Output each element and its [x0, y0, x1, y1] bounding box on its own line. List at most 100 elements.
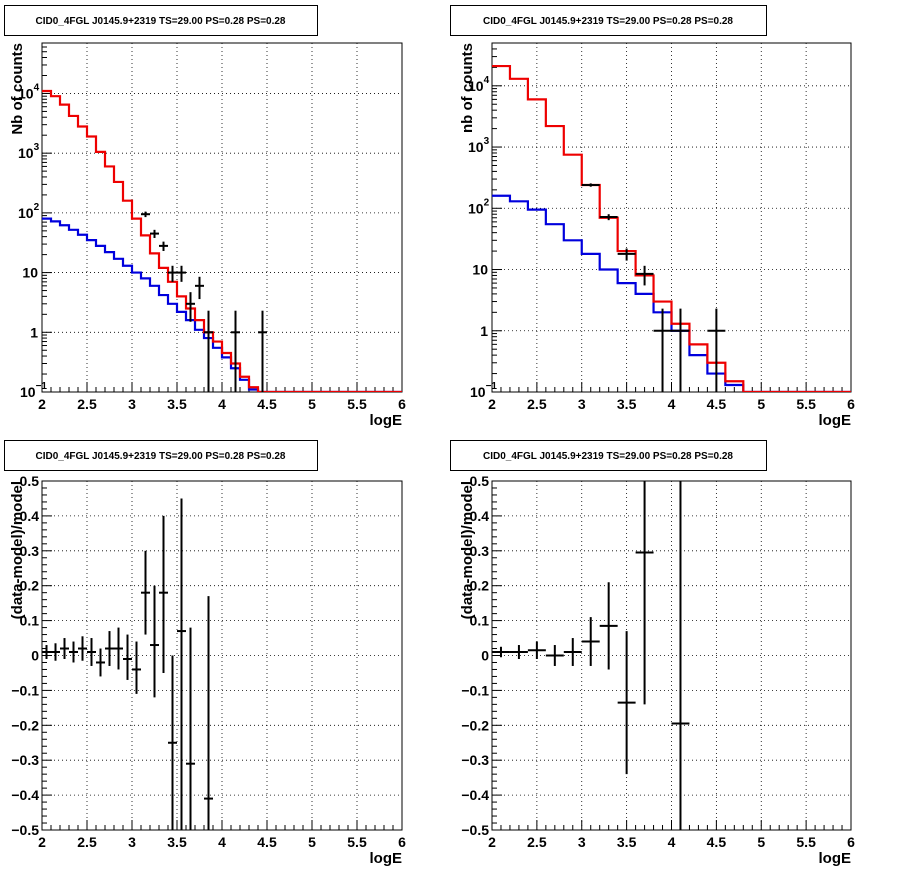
- residual-point: [96, 648, 105, 677]
- residual-point: [42, 645, 51, 659]
- x-axis-label: logE: [819, 412, 852, 429]
- residual-point: [51, 643, 60, 661]
- residual-point: [87, 638, 96, 666]
- y-tick-label: −0.5: [461, 822, 489, 838]
- y-tick-label: 0.5: [20, 473, 40, 489]
- y-tick-label: −0.3: [11, 752, 39, 768]
- chart-panel-3: CID0_4FGL J0145.9+2319 TS=29.00 PS=0.28 …: [4, 440, 406, 867]
- y-axis-label: nb of counts: [459, 43, 476, 133]
- residual-point: [105, 631, 114, 666]
- y-tick-label: 102: [468, 197, 490, 216]
- histogram-series: [492, 194, 851, 392]
- x-tick-label: 5.5: [796, 396, 816, 412]
- plot-marks: [492, 64, 851, 392]
- data-point: [168, 265, 177, 282]
- x-tick-label: 6: [398, 834, 406, 850]
- data-point: [186, 292, 195, 322]
- y-axis-label: (data-model)/model: [459, 481, 476, 619]
- chart-title-box: CID0_4FGL J0145.9+2319 TS=29.00 PS=0.28 …: [450, 440, 767, 471]
- y-tick-label: 0.2: [470, 578, 490, 594]
- residual-point: [150, 585, 159, 698]
- data-point: [635, 265, 654, 286]
- data-point: [599, 214, 618, 221]
- data-point: [231, 310, 240, 392]
- x-tick-label: 4: [218, 396, 226, 412]
- x-tick-label: 2: [488, 834, 496, 850]
- x-tick-label: 2.5: [527, 396, 547, 412]
- x-axis-label: logE: [370, 850, 403, 867]
- plot-marks: [42, 89, 402, 392]
- residual-point: [545, 645, 564, 666]
- x-tick-label: 5.5: [796, 834, 816, 850]
- chart-title: CID0_4FGL J0145.9+2319 TS=29.00 PS=0.28 …: [36, 16, 286, 27]
- y-tick-label: −0.2: [461, 717, 489, 733]
- residual-point: [527, 641, 546, 659]
- x-tick-label: 4.5: [257, 396, 277, 412]
- y-tick-label: −0.3: [461, 752, 489, 768]
- chart-title: CID0_4FGL J0145.9+2319 TS=29.00 PS=0.28 …: [483, 451, 733, 462]
- x-tick-label: 3: [578, 834, 586, 850]
- x-tick-label: 4: [668, 834, 676, 850]
- chart-title-box: CID0_4FGL J0145.9+2319 TS=29.00 PS=0.28 …: [450, 5, 767, 36]
- x-tick-label: 2.5: [77, 834, 97, 850]
- x-tick-label: 4: [218, 834, 226, 850]
- data-point: [150, 229, 159, 238]
- x-tick-label: 5: [308, 834, 316, 850]
- y-tick-label: 0.4: [470, 508, 490, 524]
- x-tick-label: 3.5: [617, 396, 637, 412]
- y-tick-label: −0.4: [461, 787, 489, 803]
- residual-point: [581, 617, 600, 666]
- chart-panel-4: CID0_4FGL J0145.9+2319 TS=29.00 PS=0.28 …: [450, 440, 855, 867]
- y-tick-label: 10: [22, 265, 38, 281]
- chart-panel-1: CID0_4FGL J0145.9+2319 TS=29.00 PS=0.28 …: [4, 5, 406, 429]
- x-tick-label: 4: [668, 396, 676, 412]
- x-tick-label: 4.5: [707, 834, 727, 850]
- chart-title: CID0_4FGL J0145.9+2319 TS=29.00 PS=0.28 …: [36, 451, 286, 462]
- x-tick-label: 6: [398, 396, 406, 412]
- residual-point: [114, 627, 123, 670]
- residual-point: [671, 481, 690, 830]
- data-point: [653, 308, 672, 392]
- x-tick-label: 3.5: [167, 834, 187, 850]
- x-tick-label: 3: [128, 834, 136, 850]
- data-point: [204, 310, 213, 392]
- histogram-series: [492, 64, 851, 392]
- x-tick-label: 2.5: [77, 396, 97, 412]
- residual-point: [599, 582, 618, 670]
- x-axis-label: logE: [819, 850, 852, 867]
- data-point: [707, 308, 726, 392]
- y-tick-label: −0.2: [11, 717, 39, 733]
- y-tick-label: 0.3: [470, 543, 490, 559]
- y-axis: −0.5 −0.4 −0.3 −0.2 −0.1 0 0.1 0.2 0.3 0.4 0.5(dat…: [459, 473, 502, 838]
- residual-point: [563, 638, 582, 666]
- chart-title-box: CID0_4FGL J0145.9+2319 TS=29.00 PS=0.28 …: [4, 5, 318, 36]
- x-tick-label: 2: [38, 396, 46, 412]
- y-tick-label: 1: [30, 324, 38, 340]
- residual-point: [132, 641, 141, 694]
- x-tick-label: 6: [847, 396, 855, 412]
- grid: [42, 481, 402, 830]
- x-tick-label: 5: [308, 396, 316, 412]
- residual-point: [168, 655, 177, 830]
- residual-point: [635, 481, 654, 705]
- y-tick-label: 0: [31, 648, 39, 664]
- x-tick-label: 6: [847, 834, 855, 850]
- data-point: [258, 310, 267, 392]
- residual-point: [69, 641, 78, 663]
- residual-point: [204, 596, 213, 830]
- y-tick-label: 0.4: [20, 508, 40, 524]
- residual-point: [617, 631, 636, 775]
- y-tick-label: 0: [481, 648, 489, 664]
- y-tick-label: 103: [18, 142, 40, 161]
- residual-point: [123, 634, 132, 680]
- x-tick-label: 4.5: [257, 834, 277, 850]
- x-tick-label: 5: [757, 834, 765, 850]
- x-tick-label: 5: [757, 396, 765, 412]
- residual-point: [509, 645, 528, 659]
- histogram-series: [42, 89, 402, 392]
